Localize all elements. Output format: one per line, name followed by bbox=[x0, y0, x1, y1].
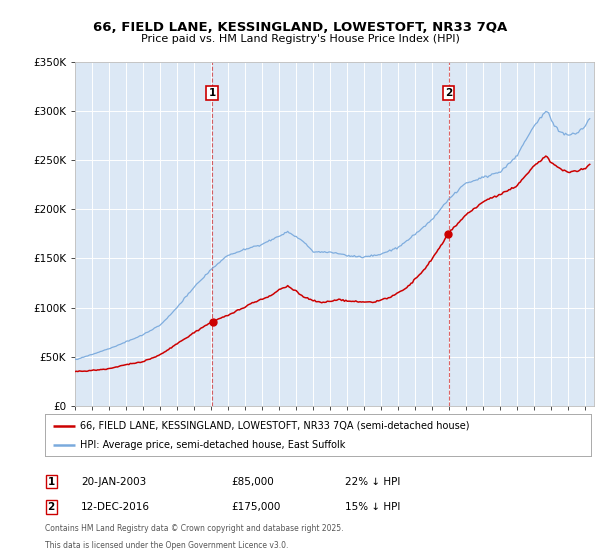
Text: 66, FIELD LANE, KESSINGLAND, LOWESTOFT, NR33 7QA: 66, FIELD LANE, KESSINGLAND, LOWESTOFT, … bbox=[93, 21, 507, 34]
Text: Price paid vs. HM Land Registry's House Price Index (HPI): Price paid vs. HM Land Registry's House … bbox=[140, 34, 460, 44]
Text: 15% ↓ HPI: 15% ↓ HPI bbox=[345, 502, 400, 512]
Text: £85,000: £85,000 bbox=[231, 477, 274, 487]
Text: 20-JAN-2003: 20-JAN-2003 bbox=[81, 477, 146, 487]
Text: 22% ↓ HPI: 22% ↓ HPI bbox=[345, 477, 400, 487]
Text: 66, FIELD LANE, KESSINGLAND, LOWESTOFT, NR33 7QA (semi-detached house): 66, FIELD LANE, KESSINGLAND, LOWESTOFT, … bbox=[80, 421, 470, 431]
Text: £175,000: £175,000 bbox=[231, 502, 280, 512]
Text: 2: 2 bbox=[445, 88, 452, 98]
Text: 2: 2 bbox=[47, 502, 55, 512]
Text: 12-DEC-2016: 12-DEC-2016 bbox=[81, 502, 150, 512]
Text: 1: 1 bbox=[47, 477, 55, 487]
Text: Contains HM Land Registry data © Crown copyright and database right 2025.: Contains HM Land Registry data © Crown c… bbox=[45, 524, 343, 533]
Text: 1: 1 bbox=[208, 88, 215, 98]
Text: This data is licensed under the Open Government Licence v3.0.: This data is licensed under the Open Gov… bbox=[45, 541, 289, 550]
Text: HPI: Average price, semi-detached house, East Suffolk: HPI: Average price, semi-detached house,… bbox=[80, 440, 346, 450]
